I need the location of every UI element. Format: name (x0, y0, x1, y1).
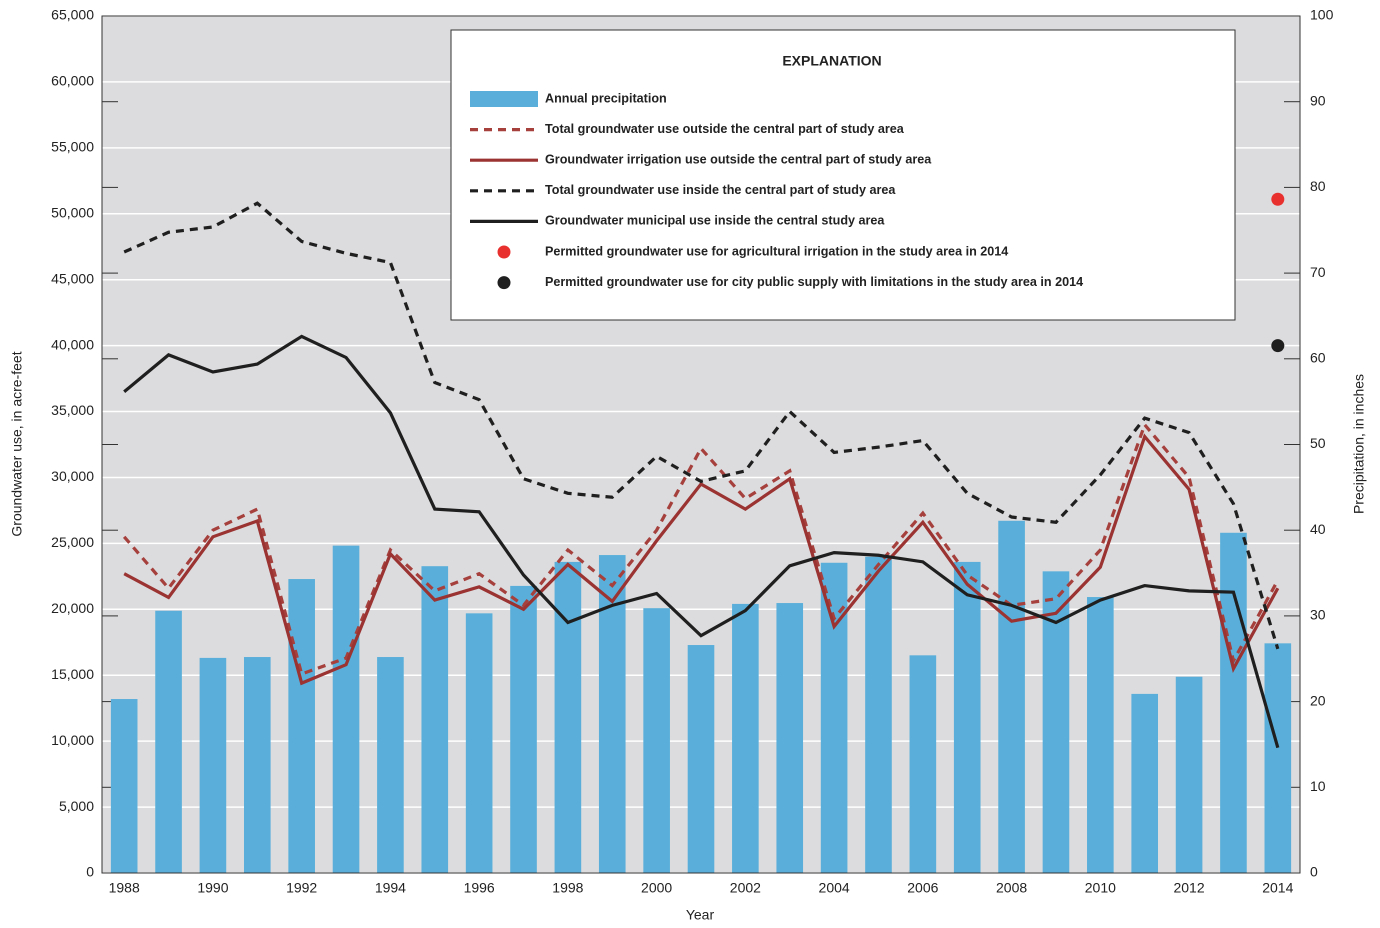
bar (643, 608, 670, 873)
legend-label: Total groundwater use outside the centra… (545, 122, 905, 136)
bar (377, 657, 404, 873)
bar (332, 545, 360, 873)
bar (1131, 693, 1159, 873)
bar (421, 566, 449, 873)
x-tick-label: 2008 (996, 880, 1027, 896)
legend-label: Total groundwater use inside the central… (545, 183, 896, 197)
point (1271, 192, 1285, 206)
bar (865, 556, 892, 873)
bar (199, 657, 227, 873)
bar (1087, 597, 1114, 873)
x-tick-label: 1988 (109, 880, 140, 896)
bar (687, 645, 715, 873)
bar (998, 520, 1025, 873)
legend-box (450, 29, 1236, 321)
bar (1264, 643, 1292, 873)
legend-swatch (497, 245, 511, 259)
x-tick-label: 2004 (819, 880, 850, 896)
line (123, 334, 1280, 749)
y2-tick-label: 20 (1310, 692, 1326, 708)
legend-label: Annual precipitation (545, 91, 667, 105)
bar (953, 561, 981, 873)
y-axis-label: Groundwater use, in acre-feet (9, 351, 25, 536)
y2-axis-label: Precipitation, in inches (1351, 374, 1367, 514)
bar (288, 579, 315, 873)
legend-title: EXPLANATION (782, 53, 881, 69)
y2-tick-label: 30 (1310, 607, 1326, 623)
y2-tick-label: 90 (1310, 92, 1326, 108)
x-tick-label: 1996 (464, 880, 495, 896)
y-tick-label: 25,000 (51, 534, 94, 550)
bar (243, 657, 271, 873)
x-tick-label: 2010 (1085, 880, 1116, 896)
legend-swatch (497, 276, 511, 290)
y-tick-label: 45,000 (51, 270, 94, 286)
x-tick-label: 1998 (552, 880, 583, 896)
y-tick-label: 20,000 (51, 600, 94, 616)
x-tick-label: 2014 (1262, 880, 1293, 896)
bar (465, 613, 493, 873)
bar (1220, 532, 1247, 873)
bar (909, 655, 937, 873)
legend-label: Permitted groundwater use for city publi… (545, 275, 1083, 289)
x-axis-label: Year (686, 907, 715, 923)
y-tick-label: 65,000 (51, 7, 94, 23)
y2-tick-label: 60 (1310, 350, 1326, 366)
y-tick-label: 60,000 (51, 73, 94, 89)
x-tick-label: 1990 (197, 880, 228, 896)
y2-tick-label: 0 (1310, 864, 1318, 880)
x-tick-label: 2012 (1173, 880, 1204, 896)
x-tick-label: 2000 (641, 880, 672, 896)
y-tick-label: 10,000 (51, 732, 94, 748)
x-tick-label: 2006 (907, 880, 938, 896)
y2-tick-label: 50 (1310, 435, 1326, 451)
plot-frame (101, 15, 1301, 874)
y2-tick-label: 10 (1310, 778, 1326, 794)
x-tick-label: 1992 (286, 880, 317, 896)
bar (554, 561, 582, 873)
legend-swatch (470, 91, 538, 107)
bar (732, 603, 759, 873)
y2-tick-label: 70 (1310, 264, 1326, 280)
line (123, 201, 1280, 650)
y2-tick-label: 100 (1310, 7, 1334, 23)
y-tick-label: 35,000 (51, 402, 94, 418)
bar (1175, 676, 1203, 873)
point (1271, 339, 1285, 353)
x-tick-label: 2002 (730, 880, 761, 896)
y-tick-label: 55,000 (51, 139, 94, 155)
y2-tick-label: 40 (1310, 521, 1326, 537)
legend-label: Groundwater municipal use inside the cen… (545, 214, 885, 228)
legend: EXPLANATION Annual precipitation Total gro… (450, 29, 1236, 321)
bar (155, 610, 182, 873)
line (123, 433, 1280, 686)
legend-label: Permitted groundwater use for agricultur… (545, 244, 1008, 258)
y-tick-label: 15,000 (51, 666, 94, 682)
bar (510, 585, 537, 873)
y2-tick-label: 80 (1310, 178, 1326, 194)
bar (776, 603, 804, 873)
y-tick-label: 30,000 (51, 468, 94, 484)
legend-label: Groundwater irrigation use outside the c… (545, 153, 932, 167)
y-tick-label: 0 (86, 864, 94, 880)
y-tick-label: 40,000 (51, 336, 94, 352)
y-tick-label: 50,000 (51, 204, 94, 220)
bar (110, 699, 138, 873)
y-tick-label: 5,000 (59, 798, 94, 814)
x-tick-label: 1994 (375, 880, 406, 896)
